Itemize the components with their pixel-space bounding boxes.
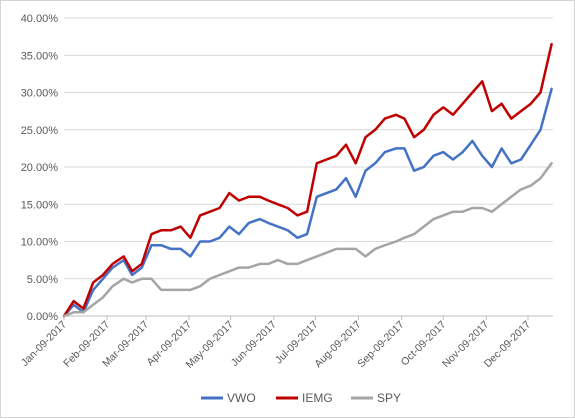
y-tick-label: 30.00%: [21, 88, 59, 100]
legend-label-iemg: IEMG: [302, 391, 333, 405]
series-lines: [62, 42, 553, 318]
y-tick-label: 35.00%: [21, 50, 59, 62]
series-line-vwo: [62, 87, 553, 318]
y-tick-label: 20.00%: [21, 162, 59, 174]
series-line-iemg: [62, 42, 553, 318]
x-tick-label: Jun-09-2017: [229, 319, 279, 369]
legend: VWO IEMG SPY: [201, 391, 401, 405]
y-tick-label: 25.00%: [21, 125, 59, 137]
y-axis-tick-labels: 0.00% 5.00% 10.00% 15.00% 20.00% 25.00% 30.00%…: [21, 13, 59, 323]
y-tick-label: 15.00%: [21, 199, 59, 211]
gridlines: [64, 17, 553, 280]
x-axis-tick-labels: Jan-09-2017Feb-09-2017Mar-09-2017Apr-09-…: [19, 319, 533, 371]
y-tick-label: 5.00%: [27, 274, 58, 286]
y-tick-label: 40.00%: [21, 13, 59, 25]
x-tick-label: Sep-09-2017: [355, 319, 407, 371]
legend-label-vwo: VWO: [227, 391, 256, 405]
y-tick-label: 10.00%: [21, 237, 59, 249]
y-tick-label: 0.00%: [27, 311, 58, 323]
series-line-spy: [62, 162, 553, 318]
x-axis: [63, 315, 553, 320]
legend-label-spy: SPY: [377, 391, 401, 405]
